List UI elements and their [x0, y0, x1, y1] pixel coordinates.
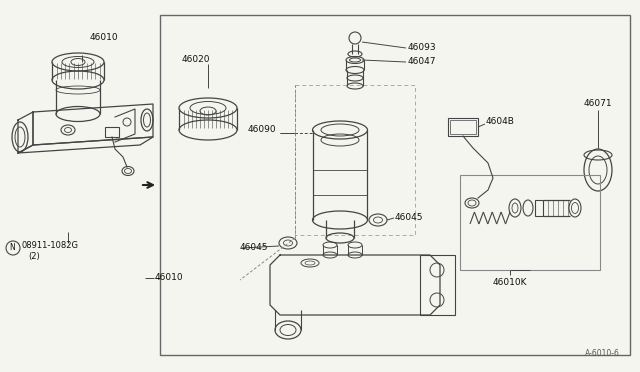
Text: 46093: 46093: [408, 44, 436, 52]
Text: N: N: [9, 244, 15, 253]
Text: 46020: 46020: [182, 55, 211, 64]
Bar: [448, 118, 478, 136]
Text: 46045: 46045: [395, 214, 424, 222]
Text: 46010: 46010: [90, 33, 118, 42]
Bar: [450, 120, 476, 134]
Bar: [295, 85, 415, 235]
Bar: [420, 255, 455, 315]
Text: A-6010-6: A-6010-6: [585, 349, 620, 358]
Text: (2): (2): [28, 251, 40, 260]
Bar: [105, 127, 119, 137]
Text: 4604B: 4604B: [486, 118, 515, 126]
Bar: [535, 200, 543, 216]
Bar: [160, 15, 630, 355]
Text: 46047: 46047: [408, 58, 436, 67]
Text: 46010: 46010: [155, 273, 184, 282]
Text: 08911-1082G: 08911-1082G: [22, 241, 79, 250]
Text: 46010K: 46010K: [493, 278, 527, 287]
Text: 46071: 46071: [584, 99, 612, 108]
Bar: [460, 175, 600, 270]
Text: 46090: 46090: [248, 125, 276, 135]
Text: 46045: 46045: [240, 244, 269, 253]
